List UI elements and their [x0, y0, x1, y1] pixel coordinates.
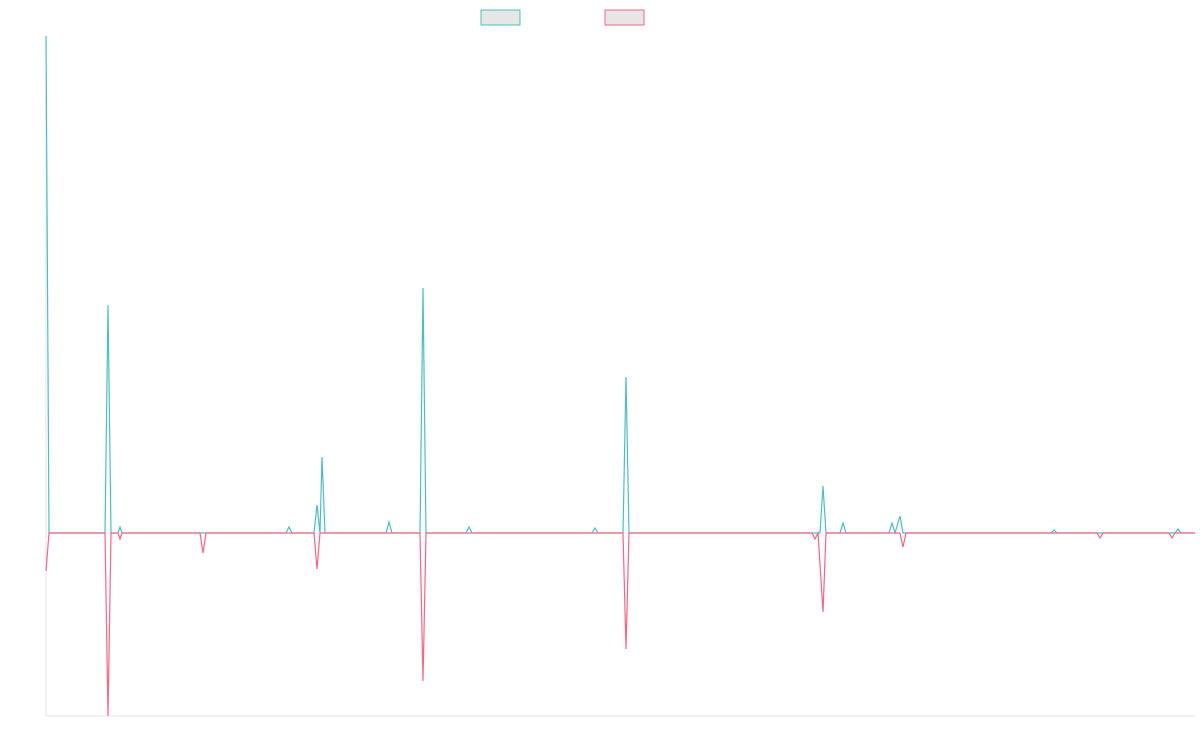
legend-swatch	[480, 9, 521, 26]
legend-swatch	[604, 9, 645, 26]
series-line	[45, 35, 1195, 536]
series-line	[45, 530, 1195, 717]
